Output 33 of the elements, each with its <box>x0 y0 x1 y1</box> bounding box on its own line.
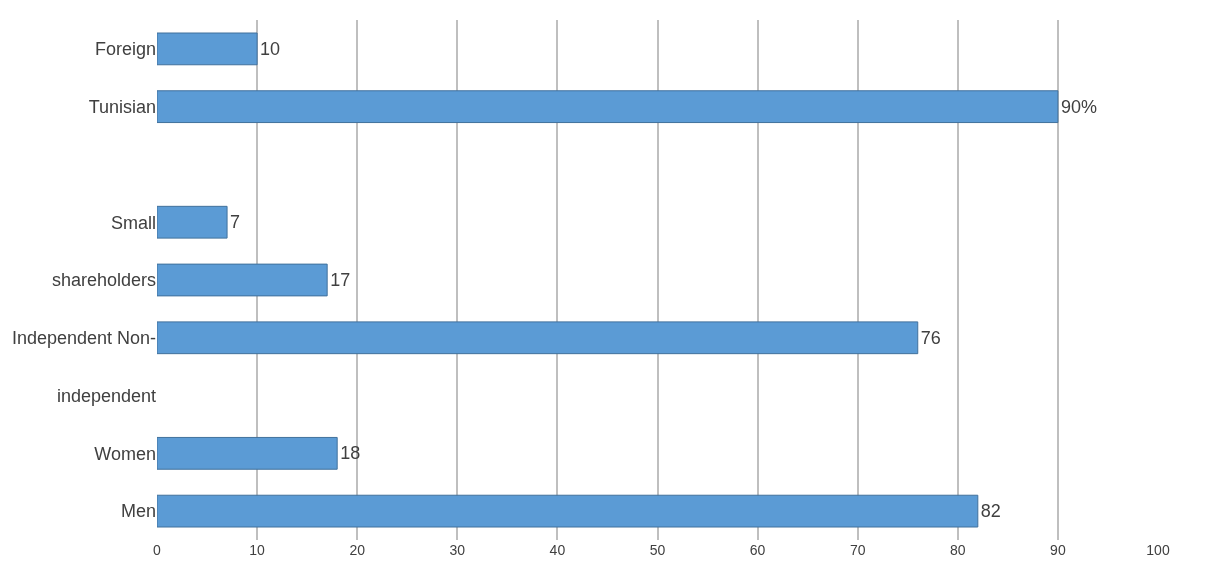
bar <box>157 90 1059 124</box>
bar <box>157 436 338 470</box>
bar <box>157 494 979 528</box>
x-tick-label: 60 <box>749 542 766 558</box>
x-tick-label: 40 <box>549 542 566 558</box>
data-label: 10 <box>260 38 281 59</box>
x-tick-label: 80 <box>950 542 966 558</box>
y-tick-label: Foreign <box>94 39 156 60</box>
data-label: 90% <box>1060 96 1097 117</box>
bar <box>157 321 919 355</box>
y-tick-label: Small <box>110 212 156 233</box>
y-tick-label: Independent Non- <box>11 328 156 349</box>
data-label: 18 <box>340 443 361 464</box>
data-label: 17 <box>330 270 351 290</box>
y-tick-label: Tunisian <box>88 96 156 117</box>
x-tick-label: 70 <box>849 542 866 558</box>
data-label: 82 <box>980 501 1001 522</box>
x-tick-label: 0 <box>153 542 162 558</box>
x-tick-label: 50 <box>649 542 666 558</box>
x-tick-label: 90 <box>1050 542 1066 558</box>
data-label: 7 <box>230 212 241 233</box>
y-tick-label: Men <box>120 501 156 522</box>
x-tick-label: 100 <box>1146 542 1170 558</box>
x-tick-label: 10 <box>249 542 266 558</box>
bar <box>157 205 228 239</box>
y-tick-label: Women <box>94 443 156 464</box>
x-tick-label: 30 <box>449 542 466 558</box>
bar <box>157 32 258 66</box>
data-label: 76 <box>920 327 941 348</box>
x-tick-label: 20 <box>349 542 366 558</box>
bar <box>157 263 328 297</box>
y-tick-label: independent <box>56 385 156 406</box>
y-tick-label: shareholders <box>51 270 156 291</box>
